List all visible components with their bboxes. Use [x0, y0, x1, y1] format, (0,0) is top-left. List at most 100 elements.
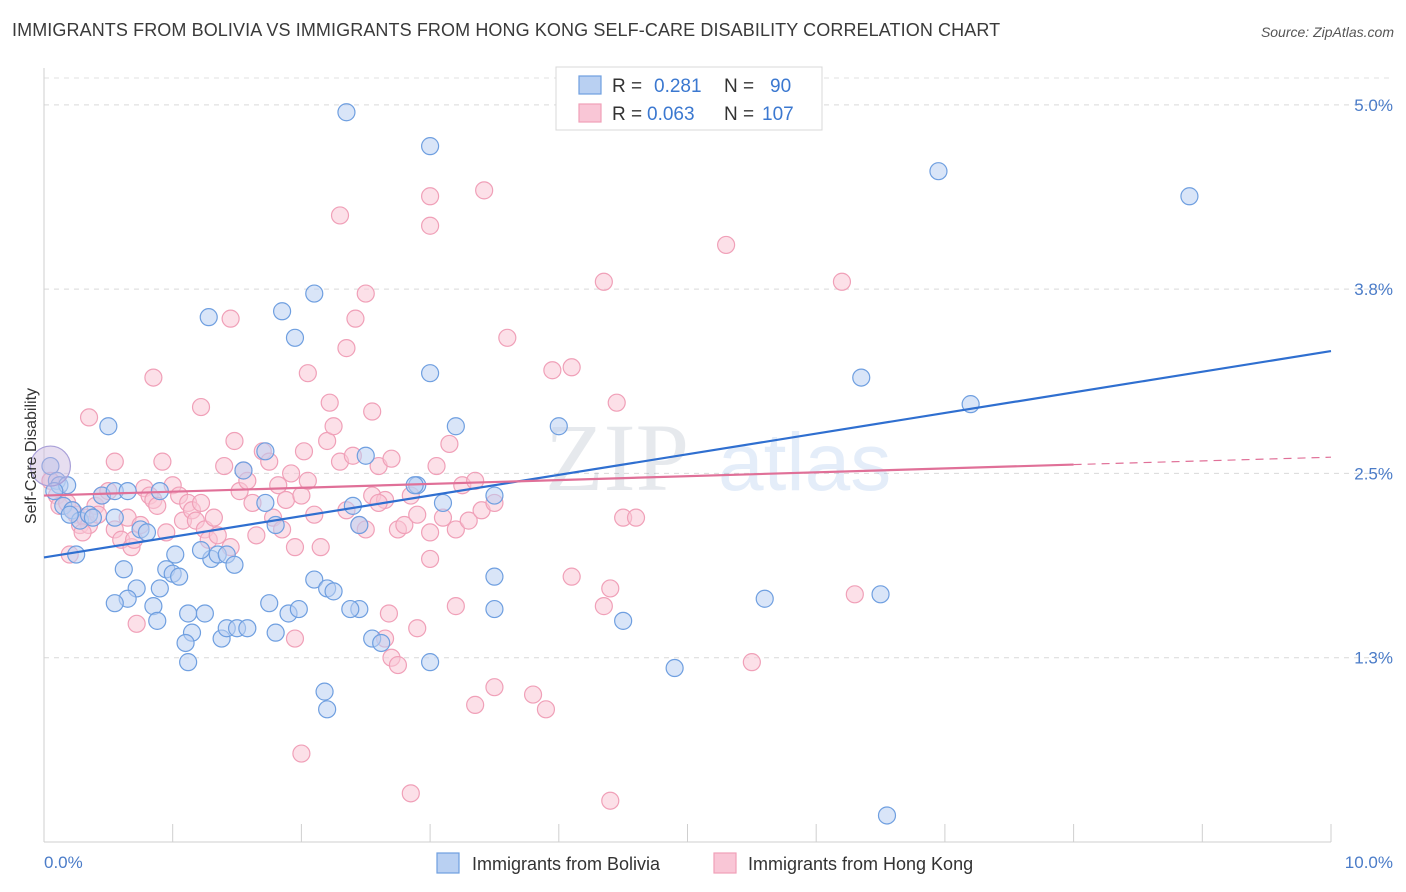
bolivia-point: [315, 682, 334, 701]
hongkong-trendline: [43, 463, 1074, 497]
bolivia-point: [176, 633, 195, 653]
bolivia-point: [105, 594, 124, 613]
bolivia-point: [305, 570, 324, 589]
hongkong-point: [395, 515, 414, 535]
bolivia-n-label: N =: [724, 76, 754, 97]
hongkong-point: [330, 206, 350, 225]
bolivia-point: [318, 700, 337, 719]
x-tick-label-max: 10.0%: [1345, 853, 1393, 872]
hongkong-point: [408, 505, 427, 524]
bolivia-point: [105, 508, 124, 527]
hongkong-point: [221, 309, 240, 328]
bolivia-point: [238, 619, 257, 638]
bolivia-point: [199, 308, 218, 327]
hongkong-point: [247, 526, 266, 545]
bolivia-legend-swatch: [578, 75, 602, 95]
bolivia-series-label: Immigrants from Bolivia: [472, 854, 661, 874]
bolivia-point: [1180, 187, 1199, 206]
hongkong-point: [191, 493, 211, 513]
hongkong-point: [215, 456, 234, 476]
bolivia-point: [114, 560, 133, 579]
bolivia-point: [179, 653, 198, 672]
watermark-atlas: atlas: [718, 417, 891, 508]
hongkong-point: [440, 434, 459, 454]
hongkong-point: [285, 629, 305, 648]
hongkong-series-swatch: [713, 852, 737, 874]
bolivia-point: [665, 658, 684, 678]
bolivia-n-value: 90: [770, 76, 791, 97]
y-axis-label: Self-Care Disability: [23, 388, 40, 524]
hongkong-point: [148, 496, 167, 515]
bolivia-point: [99, 417, 118, 436]
hongkong-point: [845, 585, 864, 604]
bolivia-point: [341, 599, 360, 619]
bolivia-point: [179, 604, 198, 623]
bolivia-r-value: 0.281: [654, 76, 702, 97]
bolivia-point: [285, 328, 305, 347]
hongkong-point: [127, 614, 146, 633]
bolivia-point: [256, 493, 275, 513]
bolivia-point: [195, 604, 214, 623]
bolivia-point: [118, 482, 137, 501]
hongkong-point: [191, 397, 211, 417]
hongkong-legend-swatch: [578, 103, 602, 123]
bolivia-point: [929, 162, 948, 181]
y-tick-label: 3.8%: [1354, 280, 1393, 299]
hongkong-series-label: Immigrants from Hong Kong: [748, 854, 973, 874]
bolivia-point: [877, 806, 897, 825]
hongkong-r-value: 0.063: [647, 104, 695, 125]
hongkong-point: [294, 442, 314, 461]
bolivia-point: [67, 545, 86, 564]
y-tick-label: 5.0%: [1354, 96, 1393, 115]
hongkong-point: [427, 456, 446, 476]
bolivia-point: [485, 599, 504, 619]
hongkong-point: [601, 579, 620, 598]
bolivia-point: [324, 582, 343, 601]
bolivia-point: [60, 505, 79, 524]
bolivia-point: [289, 599, 308, 619]
hongkong-point: [363, 402, 382, 421]
hongkong-point: [298, 364, 317, 383]
hongkong-point: [459, 511, 478, 530]
bolivia-trendline: [43, 349, 1332, 559]
hongkong-point: [466, 695, 485, 714]
stats-legend: R = 0.281 N = 90 R = 0.063 N = 107: [555, 66, 823, 131]
hongkong-point: [79, 408, 99, 427]
hongkong-point: [298, 471, 317, 490]
bolivia-point: [446, 417, 465, 436]
chart-title: IMMIGRANTS FROM BOLIVIA VS IMMIGRANTS FR…: [12, 20, 1001, 40]
bolivia-point: [372, 633, 391, 653]
hongkong-point: [282, 464, 301, 483]
hongkong-point: [742, 653, 761, 672]
bolivia-point: [150, 579, 169, 598]
series-legend: Immigrants from Bolivia Immigrants from …: [436, 852, 973, 874]
hongkong-point: [153, 452, 172, 471]
hongkong-point: [421, 216, 440, 235]
hongkong-point: [276, 490, 296, 510]
hongkong-point: [594, 597, 613, 616]
hongkong-point: [356, 284, 375, 303]
bolivia-r-label: R =: [612, 76, 642, 97]
bolivia-point: [256, 442, 275, 461]
hongkong-point: [446, 520, 465, 539]
bolivia-point: [433, 493, 453, 513]
hongkong-point: [379, 604, 399, 623]
hongkong-point: [382, 449, 401, 468]
hongkong-point: [421, 187, 440, 206]
hongkong-point: [311, 538, 330, 557]
hongkong-point: [543, 361, 562, 380]
bolivia-point: [148, 611, 167, 630]
hongkong-point: [498, 328, 517, 347]
hongkong-point: [408, 619, 427, 638]
bolivia-point: [755, 589, 774, 608]
hongkong-point: [562, 358, 581, 377]
hongkong-point: [485, 678, 504, 697]
bolivia-point: [485, 567, 504, 586]
hongkong-point: [225, 431, 244, 451]
bolivia-point: [83, 508, 103, 527]
bolivia-point: [170, 567, 189, 586]
hongkong-trendline-extension: [1073, 456, 1332, 466]
bolivia-series-swatch: [436, 852, 460, 874]
hongkong-point: [421, 523, 440, 542]
